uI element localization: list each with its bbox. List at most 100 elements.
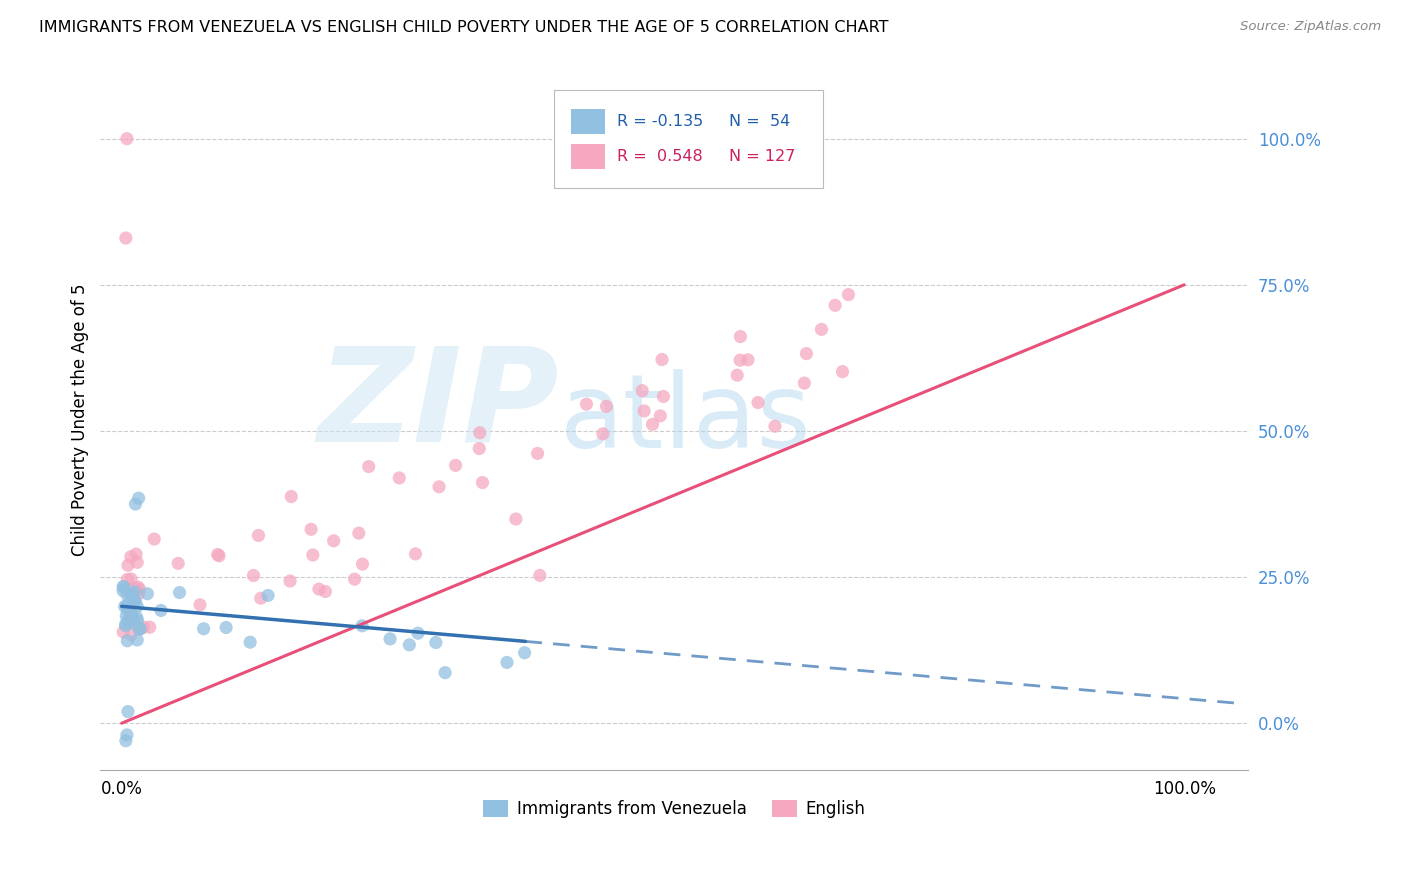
Point [406, 626, 429, 640]
Point [280, 490, 302, 504]
Point [127, 632, 149, 647]
Point [122, 594, 145, 608]
Point [120, 607, 142, 622]
Point [143, 532, 166, 546]
Point [257, 589, 280, 603]
Point [125, 610, 148, 624]
Point [378, 632, 401, 646]
Point [122, 613, 145, 627]
Point [434, 665, 457, 680]
Point [810, 322, 832, 336]
Point [115, 602, 138, 616]
Point [728, 353, 751, 368]
Y-axis label: Child Poverty Under the Age of 5: Child Poverty Under the Age of 5 [72, 283, 89, 556]
Point [120, 572, 142, 586]
Point [747, 395, 769, 409]
Point [343, 572, 366, 586]
Point [127, 555, 149, 569]
Point [112, 580, 135, 594]
Point [398, 638, 420, 652]
Point [388, 471, 411, 485]
Point [471, 475, 494, 490]
Point [352, 557, 374, 571]
Point [314, 584, 336, 599]
Point [115, 608, 138, 623]
Point [299, 522, 322, 536]
Text: N = 127: N = 127 [730, 149, 796, 164]
Point [128, 582, 150, 597]
Point [444, 458, 467, 473]
Point [117, 558, 139, 573]
FancyBboxPatch shape [571, 109, 606, 134]
Point [242, 568, 264, 582]
Text: IMMIGRANTS FROM VENEZUELA VS ENGLISH CHILD POVERTY UNDER THE AGE OF 5 CORRELATIO: IMMIGRANTS FROM VENEZUELA VS ENGLISH CHI… [39, 20, 889, 35]
Point [114, 599, 136, 614]
Point [114, 619, 136, 633]
Point [127, 614, 149, 628]
Point [128, 622, 150, 636]
Point [127, 599, 149, 614]
Point [405, 547, 427, 561]
Point [124, 497, 146, 511]
Point [837, 287, 859, 301]
Point [138, 620, 160, 634]
Point [121, 614, 143, 628]
Point [278, 574, 301, 588]
Point [129, 622, 152, 636]
Point [120, 590, 142, 604]
Point [641, 417, 664, 432]
Point [347, 526, 370, 541]
Point [111, 583, 134, 598]
Point [128, 587, 150, 601]
Point [468, 425, 491, 440]
Point [169, 585, 191, 599]
Point [302, 548, 325, 562]
Point [188, 598, 211, 612]
Point [117, 613, 139, 627]
Point [112, 624, 135, 639]
Point [652, 389, 675, 403]
Point [124, 594, 146, 608]
Point [505, 512, 527, 526]
Point [247, 528, 270, 542]
Point [308, 582, 330, 596]
Point [633, 404, 655, 418]
Point [115, 733, 138, 747]
Point [631, 384, 654, 398]
Text: ZIP: ZIP [318, 342, 560, 468]
Point [796, 346, 818, 360]
Point [117, 599, 139, 613]
Point [121, 609, 143, 624]
Point [595, 400, 617, 414]
Point [120, 628, 142, 642]
Point [513, 646, 536, 660]
Point [120, 607, 142, 621]
Point [114, 617, 136, 632]
Point [737, 352, 759, 367]
Point [150, 603, 173, 617]
Text: R =  0.548: R = 0.548 [617, 149, 703, 164]
Point [239, 635, 262, 649]
Point [115, 588, 138, 602]
Text: Source: ZipAtlas.com: Source: ZipAtlas.com [1240, 20, 1381, 33]
Point [121, 587, 143, 601]
Point [120, 615, 142, 630]
Point [592, 426, 614, 441]
Point [352, 619, 374, 633]
FancyBboxPatch shape [571, 145, 606, 169]
Point [121, 610, 143, 624]
Point [322, 533, 344, 548]
Point [427, 480, 450, 494]
Point [357, 459, 380, 474]
Point [132, 620, 155, 634]
Point [651, 352, 673, 367]
Point [115, 231, 138, 245]
Point [115, 728, 138, 742]
Point [128, 622, 150, 636]
Point [117, 573, 139, 587]
Text: atlas: atlas [560, 368, 811, 470]
Point [730, 329, 752, 343]
Point [496, 656, 519, 670]
Point [526, 446, 548, 460]
Point [120, 599, 142, 614]
